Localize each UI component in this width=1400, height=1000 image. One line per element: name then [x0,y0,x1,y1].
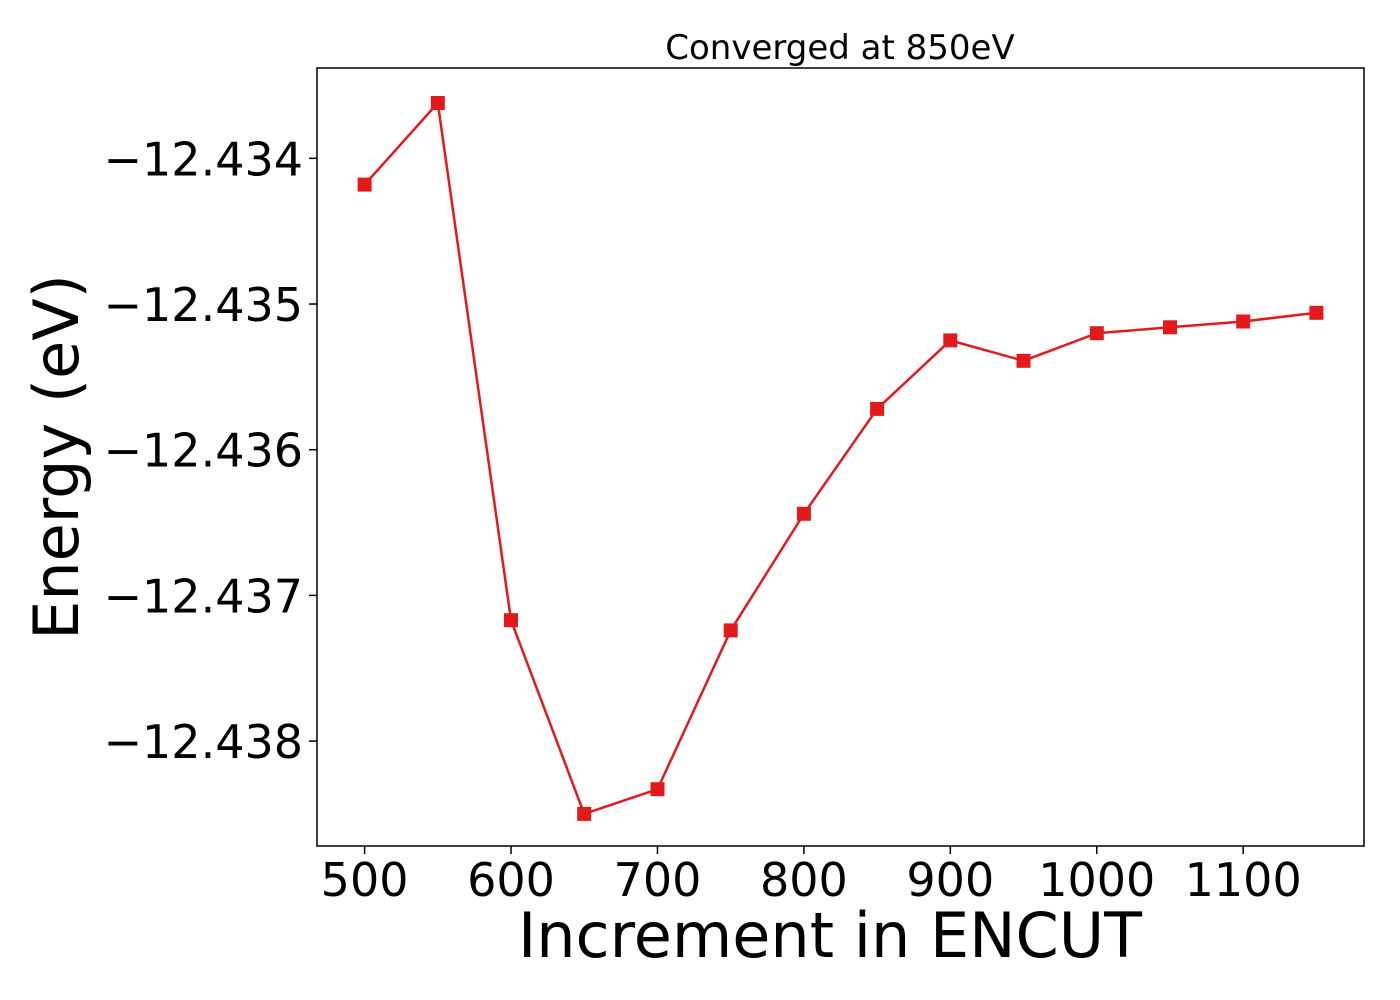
data-point-marker [430,96,445,110]
data-point-marker [577,806,592,821]
x-tick-label: 600 [467,853,555,907]
x-tick-label: 1100 [1185,853,1302,907]
data-point-marker [1016,353,1031,368]
x-axis: 500 600 700 800 900 1000 1100 [321,846,1302,907]
data-point-marker [723,623,738,638]
x-axis-label: Increment in ENCUT [518,899,1143,972]
y-tick-label: −12.437 [104,569,304,623]
y-tick-label: −12.435 [104,278,304,332]
chart-title: Converged at 850eV [665,28,1014,68]
y-tick-label: −12.436 [104,424,304,478]
y-tick-label: −12.434 [104,132,304,186]
data-point-marker [943,333,958,348]
data-point-marker [796,506,811,521]
x-tick-label: 500 [321,853,409,907]
data-point-marker [1309,305,1324,320]
y-tick-label: −12.438 [104,715,304,769]
data-point-marker [1163,320,1177,335]
x-tick-label: 900 [906,853,994,907]
data-point-marker [650,782,665,797]
data-point-marker [1089,326,1104,341]
x-tick-label: 800 [760,853,848,907]
plot-frame [316,67,1365,847]
series-line [363,100,1317,816]
data-point-marker [1236,314,1251,329]
data-point-marker [504,613,518,628]
y-axis: −12.434 −12.435 −12.436 −12.437 −12.438 [104,132,317,769]
x-tick-label: 700 [614,853,702,907]
data-point-marker [357,177,372,192]
y-axis-label: Energy (eV) [20,274,93,640]
plot-layer [357,96,1324,821]
x-tick-label: 1000 [1038,853,1155,907]
data-point-marker [870,401,885,416]
